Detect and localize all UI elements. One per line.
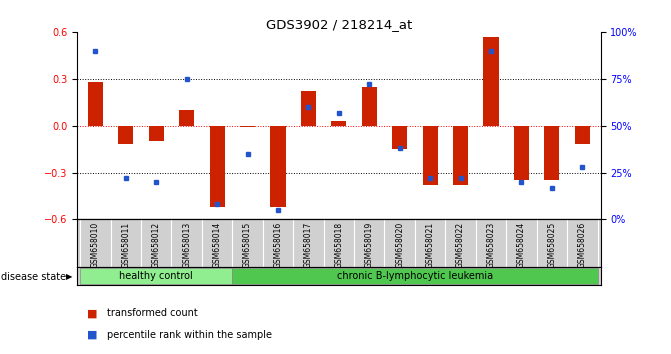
Text: disease state: disease state [1, 272, 66, 282]
Text: ■: ■ [87, 308, 98, 318]
Text: GSM658019: GSM658019 [365, 222, 374, 268]
Text: ▶: ▶ [66, 272, 72, 281]
Bar [574, 126, 590, 144]
Bar [88, 82, 103, 126]
Text: healthy control: healthy control [119, 271, 193, 281]
Text: percentile rank within the sample: percentile rank within the sample [107, 330, 272, 339]
Text: GSM658012: GSM658012 [152, 222, 161, 268]
Text: GSM658015: GSM658015 [243, 222, 252, 268]
Bar [301, 91, 316, 126]
Bar [392, 126, 407, 149]
Text: GSM658023: GSM658023 [486, 222, 495, 268]
Text: GSM658016: GSM658016 [274, 222, 282, 268]
Text: GSM658014: GSM658014 [213, 222, 221, 268]
Text: transformed count: transformed count [107, 308, 198, 318]
Text: GSM658020: GSM658020 [395, 222, 404, 268]
Bar [81, 268, 232, 284]
Bar [179, 110, 195, 126]
Text: GSM658018: GSM658018 [334, 222, 344, 268]
Bar [270, 126, 286, 207]
Text: GSM658010: GSM658010 [91, 222, 100, 268]
Bar [149, 126, 164, 141]
Text: GSM658021: GSM658021 [425, 222, 435, 268]
Bar [423, 126, 437, 185]
Text: GSM658025: GSM658025 [548, 222, 556, 268]
Bar [483, 36, 499, 126]
Text: chronic B-lymphocytic leukemia: chronic B-lymphocytic leukemia [337, 271, 493, 281]
Bar [362, 87, 377, 126]
Text: GSM658017: GSM658017 [304, 222, 313, 268]
Bar [453, 126, 468, 185]
Text: GSM658022: GSM658022 [456, 222, 465, 268]
Bar [514, 126, 529, 181]
Bar [232, 268, 597, 284]
Text: GSM658013: GSM658013 [183, 222, 191, 268]
Bar [209, 126, 225, 207]
Bar [331, 121, 346, 126]
Text: GSM658026: GSM658026 [578, 222, 586, 268]
Text: ■: ■ [87, 330, 98, 339]
Bar [118, 126, 134, 144]
Title: GDS3902 / 218214_at: GDS3902 / 218214_at [266, 18, 412, 31]
Text: GSM658011: GSM658011 [121, 222, 130, 268]
Bar [544, 126, 560, 181]
Bar [240, 126, 255, 127]
Text: GSM658024: GSM658024 [517, 222, 526, 268]
